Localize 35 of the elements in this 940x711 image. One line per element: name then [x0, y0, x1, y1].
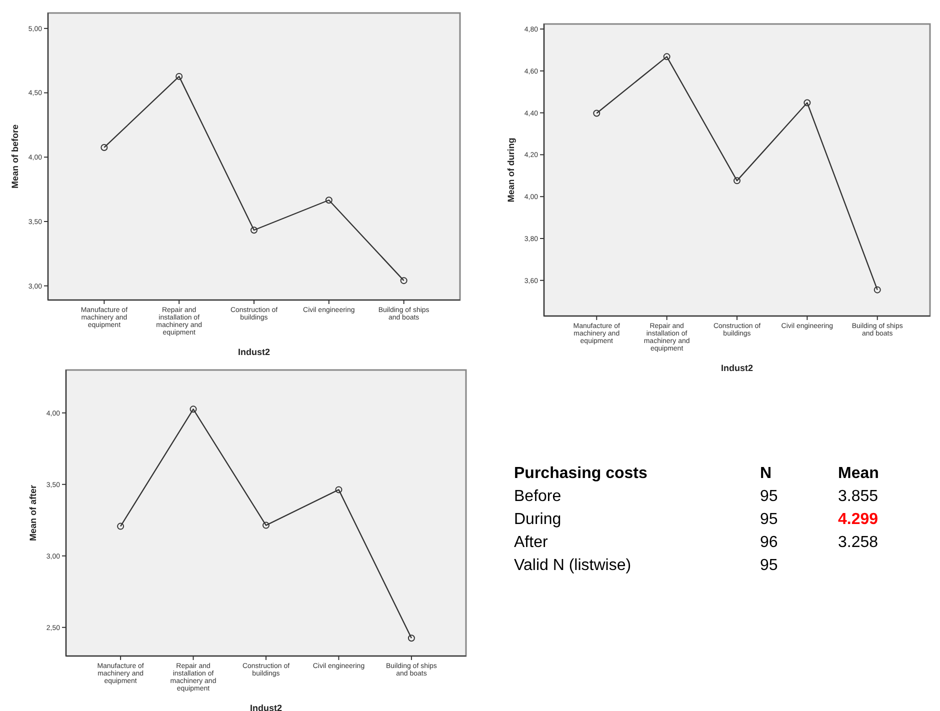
category-label: During [514, 511, 562, 528]
point [335, 486, 342, 494]
text: Purchasing costs [514, 465, 648, 482]
data-label: 95 [760, 511, 778, 528]
point [400, 277, 408, 284]
y-axis-title: Mean of after [28, 484, 38, 542]
y-axis-title: Mean of before [10, 124, 20, 189]
legend-label: N [760, 465, 772, 482]
category-label: Before [514, 488, 562, 505]
point [663, 53, 670, 60]
point [874, 286, 881, 294]
point [100, 144, 108, 151]
point [262, 522, 270, 529]
legend-label: Mean [838, 465, 879, 482]
point [250, 226, 258, 234]
category-label: Valid N (listwise) [514, 557, 632, 574]
data-label: 3.258 [838, 534, 878, 551]
y-axis-title: Mean of during [506, 138, 516, 202]
x-axis-title: Indust2 [238, 347, 270, 357]
data-label: 95 [760, 488, 778, 505]
data-label: 96 [760, 534, 778, 551]
point [325, 196, 332, 204]
x-axis-title: Indust2 [720, 363, 754, 373]
point [190, 406, 197, 413]
point [593, 110, 600, 117]
x-axis-title: Indust2 [250, 703, 282, 711]
data-label: 95 [760, 557, 778, 574]
point [804, 99, 811, 106]
point [408, 634, 415, 642]
data-label: 4.299 [838, 511, 878, 528]
point [117, 522, 124, 530]
point [734, 177, 740, 184]
point [176, 72, 183, 80]
category-label: After [514, 534, 548, 551]
data-label: 3.855 [838, 488, 878, 505]
